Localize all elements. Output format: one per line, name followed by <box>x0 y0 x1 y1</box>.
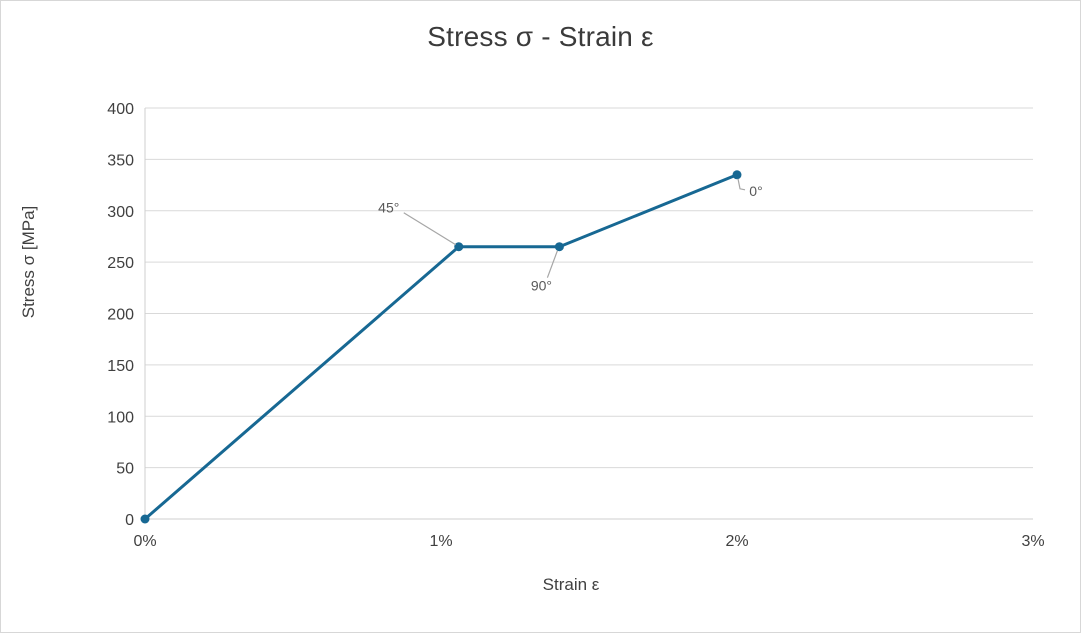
x-tick-label: 2% <box>725 533 748 550</box>
x-tick-label: 3% <box>1021 533 1044 550</box>
data-point-marker <box>140 514 150 524</box>
x-tick-label: 0% <box>133 533 156 550</box>
chart-title: Stress σ - Strain ε <box>427 21 654 52</box>
annotation-leader-line <box>546 250 558 278</box>
data-point-label: 0° <box>749 183 762 199</box>
data-point-marker <box>554 242 564 252</box>
y-tick-label: 350 <box>107 152 134 169</box>
y-tick-label: 250 <box>107 255 134 272</box>
data-point-marker <box>732 170 742 180</box>
data-point-label: 45° <box>378 200 399 216</box>
x-axis-title: Strain ε <box>542 575 600 594</box>
annotation-leader-line <box>403 212 457 246</box>
y-tick-label: 0 <box>125 512 134 529</box>
y-tick-label: 400 <box>107 101 134 118</box>
y-tick-label: 50 <box>116 461 134 478</box>
annotation-leader-line <box>737 178 746 191</box>
y-tick-label: 150 <box>107 358 134 375</box>
y-tick-label: 300 <box>107 204 134 221</box>
data-point-marker <box>454 242 464 252</box>
x-tick-label: 1% <box>429 533 452 550</box>
y-tick-label: 200 <box>107 307 134 324</box>
series-line <box>143 173 739 521</box>
y-tick-label: 100 <box>107 409 134 426</box>
data-point-label: 90° <box>531 278 552 294</box>
